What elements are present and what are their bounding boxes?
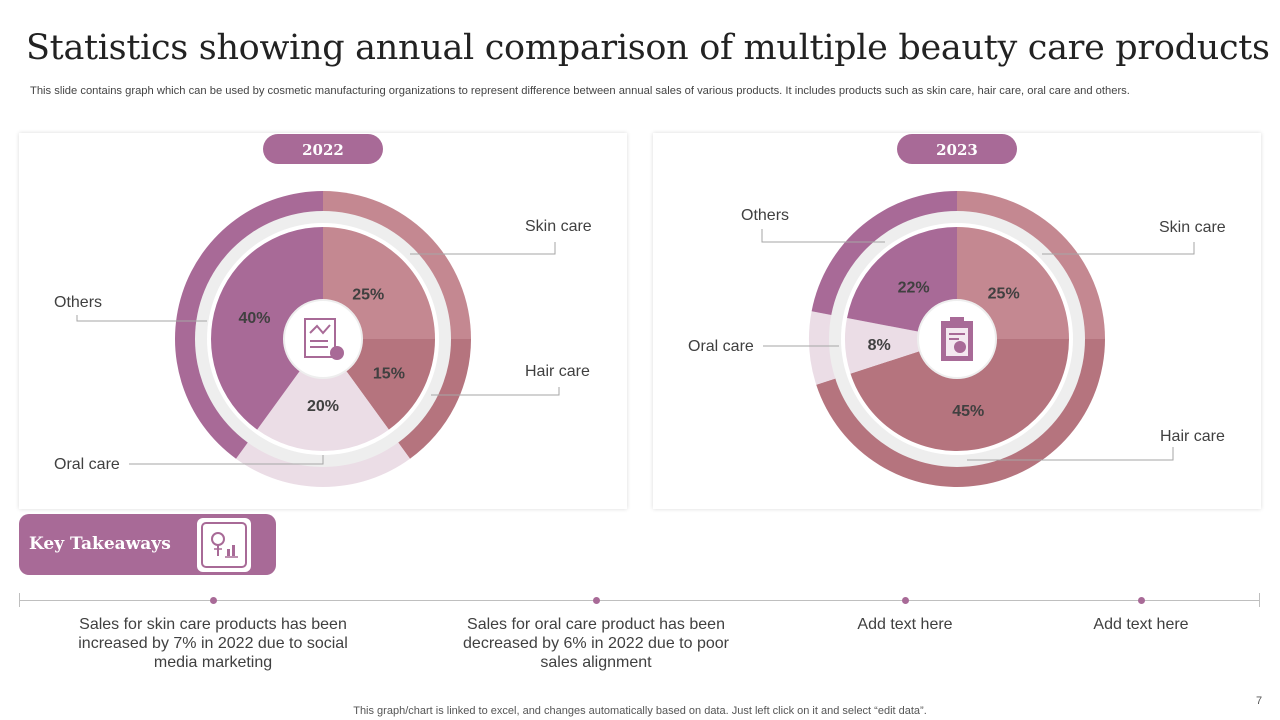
data-label: 8% [868, 337, 891, 354]
page-number: 7 [1256, 695, 1263, 707]
data-label: 22% [898, 280, 930, 297]
data-label: 40% [239, 310, 271, 327]
pie-slice-others[interactable] [211, 227, 323, 430]
leader-line [129, 455, 324, 465]
year-badge: 2023 [897, 134, 1017, 164]
pie-slice-oral-care[interactable] [257, 339, 389, 452]
takeaway-text-4[interactable]: Add text here [1093, 616, 1189, 633]
category-label: Skin care [1159, 219, 1226, 236]
data-label: 15% [373, 366, 405, 383]
chart-title: 2023 [936, 141, 978, 159]
leader-line [410, 242, 556, 255]
category-label: Hair care [1160, 428, 1225, 445]
donut-chart-2023[interactable]: 2023 25% 45% 8% 22% Skin care Hair care Oral ca… [653, 133, 1261, 509]
lightbulb-chart-icon [197, 518, 251, 572]
chart-title: 2022 [302, 141, 344, 159]
key-takeaways-banner: Key Takeaways [19, 514, 276, 575]
takeaway-text-2[interactable]: Sales for oral care product has been dec… [463, 616, 729, 671]
page-title: Statistics showing annual comparison of … [26, 28, 1270, 68]
report-chart-icon [304, 318, 344, 360]
year-badge: 2022 [263, 134, 383, 164]
page-subtitle: This slide contains graph which can be u… [30, 85, 1130, 97]
chart-panel-2022[interactable]: 2022 25% 15% 20% 40% Skin care Hair care Oral c… [19, 133, 627, 509]
pie-slice-oral-care[interactable] [845, 318, 957, 374]
timeline-dot [210, 597, 217, 604]
donut-chart-2022[interactable]: 2022 25% 15% 20% 40% Skin care Hair care Oral c… [19, 133, 627, 509]
data-label: 25% [352, 287, 384, 304]
timeline-start-tick [19, 593, 20, 607]
takeaway-text-3[interactable]: Add text here [857, 616, 953, 633]
leader-line [1042, 242, 1195, 255]
data-label: 20% [307, 398, 339, 415]
timeline-dot [593, 597, 600, 604]
leader-line [761, 229, 885, 243]
key-takeaways-label: Key Takeaways [29, 534, 171, 554]
leader-line [431, 387, 560, 396]
timeline-end-tick [1259, 593, 1260, 607]
leader-line [76, 315, 207, 322]
category-label: Skin care [525, 218, 592, 235]
center-icon-circle [283, 299, 363, 379]
data-label: 25% [988, 285, 1020, 302]
timeline-dot [1138, 597, 1145, 604]
data-label: 45% [952, 403, 984, 420]
chart-panel-2023[interactable]: 2023 25% 45% 8% 22% Skin care Hair care Oral ca… [653, 133, 1261, 509]
timeline-dot [902, 597, 909, 604]
leader-line [967, 447, 1174, 461]
pie-slice-hair-care[interactable] [850, 339, 1069, 452]
timeline-axis [20, 600, 1260, 601]
takeaway-text-1[interactable]: Sales for skin care products has been in… [78, 616, 348, 671]
category-label: Oral care [688, 338, 754, 355]
report-icon [304, 318, 336, 358]
category-label: Hair care [525, 363, 590, 380]
footer-note: This graph/chart is linked to excel, and… [353, 705, 927, 717]
category-label: Others [741, 207, 789, 224]
category-label: Others [54, 294, 102, 311]
category-label: Oral care [54, 456, 120, 473]
clipboard-chart-icon [941, 317, 973, 361]
